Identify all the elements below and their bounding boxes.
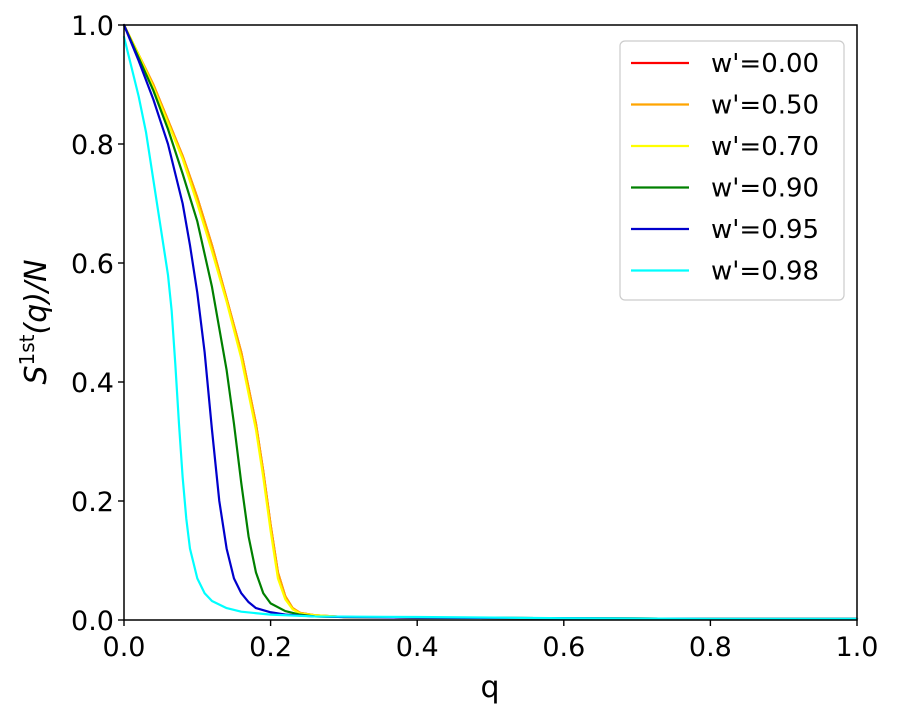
- x-ticks: 0.0 0.2 0.4 0.6 0.8 1.0: [103, 620, 879, 663]
- y-axis-label: S1st(q)/N: [15, 259, 54, 384]
- plot-frame: [123, 24, 858, 621]
- legend-label-0: w'=0.00: [711, 49, 819, 79]
- y-tick-label-5: 1.0: [71, 11, 114, 42]
- legend-entries: w'=0.00 w'=0.50 w'=0.70 w'=0.90 w'=0.95 w'=0.…: [631, 49, 819, 287]
- legend-label-2: w'=0.70: [711, 132, 819, 162]
- y-axis-label-main: S: [19, 365, 54, 384]
- y-tick-label-2: 0.4: [71, 368, 114, 399]
- legend-label-3: w'=0.90: [711, 174, 819, 204]
- y-tick-label-1: 0.2: [71, 487, 114, 518]
- y-tick-label-0: 0.0: [71, 606, 114, 637]
- y-tick-label-3: 0.6: [71, 249, 114, 280]
- series-layer: [122, 23, 859, 620]
- x-tick-label-5: 1.0: [836, 632, 879, 663]
- x-tick-label-3: 0.6: [542, 632, 585, 663]
- y-axis-label-tail: (q)/N: [19, 259, 54, 334]
- legend-label-1: w'=0.50: [711, 91, 819, 121]
- x-tick-label-2: 0.4: [396, 632, 439, 663]
- legend-label-5: w'=0.98: [711, 257, 819, 287]
- legend: w'=0.00 w'=0.50 w'=0.70 w'=0.90 w'=0.95 w'=0.…: [619, 40, 845, 301]
- legend-frame: [619, 40, 845, 301]
- y-ticks: 0.0 0.2 0.4 0.6 0.8 1.0: [71, 11, 124, 637]
- x-axis-label: q: [480, 670, 499, 705]
- legend-label-4: w'=0.95: [711, 215, 819, 245]
- x-tick-label-4: 0.8: [689, 632, 732, 663]
- x-tick-label-1: 0.2: [249, 632, 292, 663]
- x-tick-label-0: 0.0: [103, 632, 146, 663]
- y-axis-label-superscript: 1st: [15, 334, 39, 365]
- y-tick-label-4: 0.8: [71, 130, 114, 161]
- series-line-5: [122, 35, 859, 620]
